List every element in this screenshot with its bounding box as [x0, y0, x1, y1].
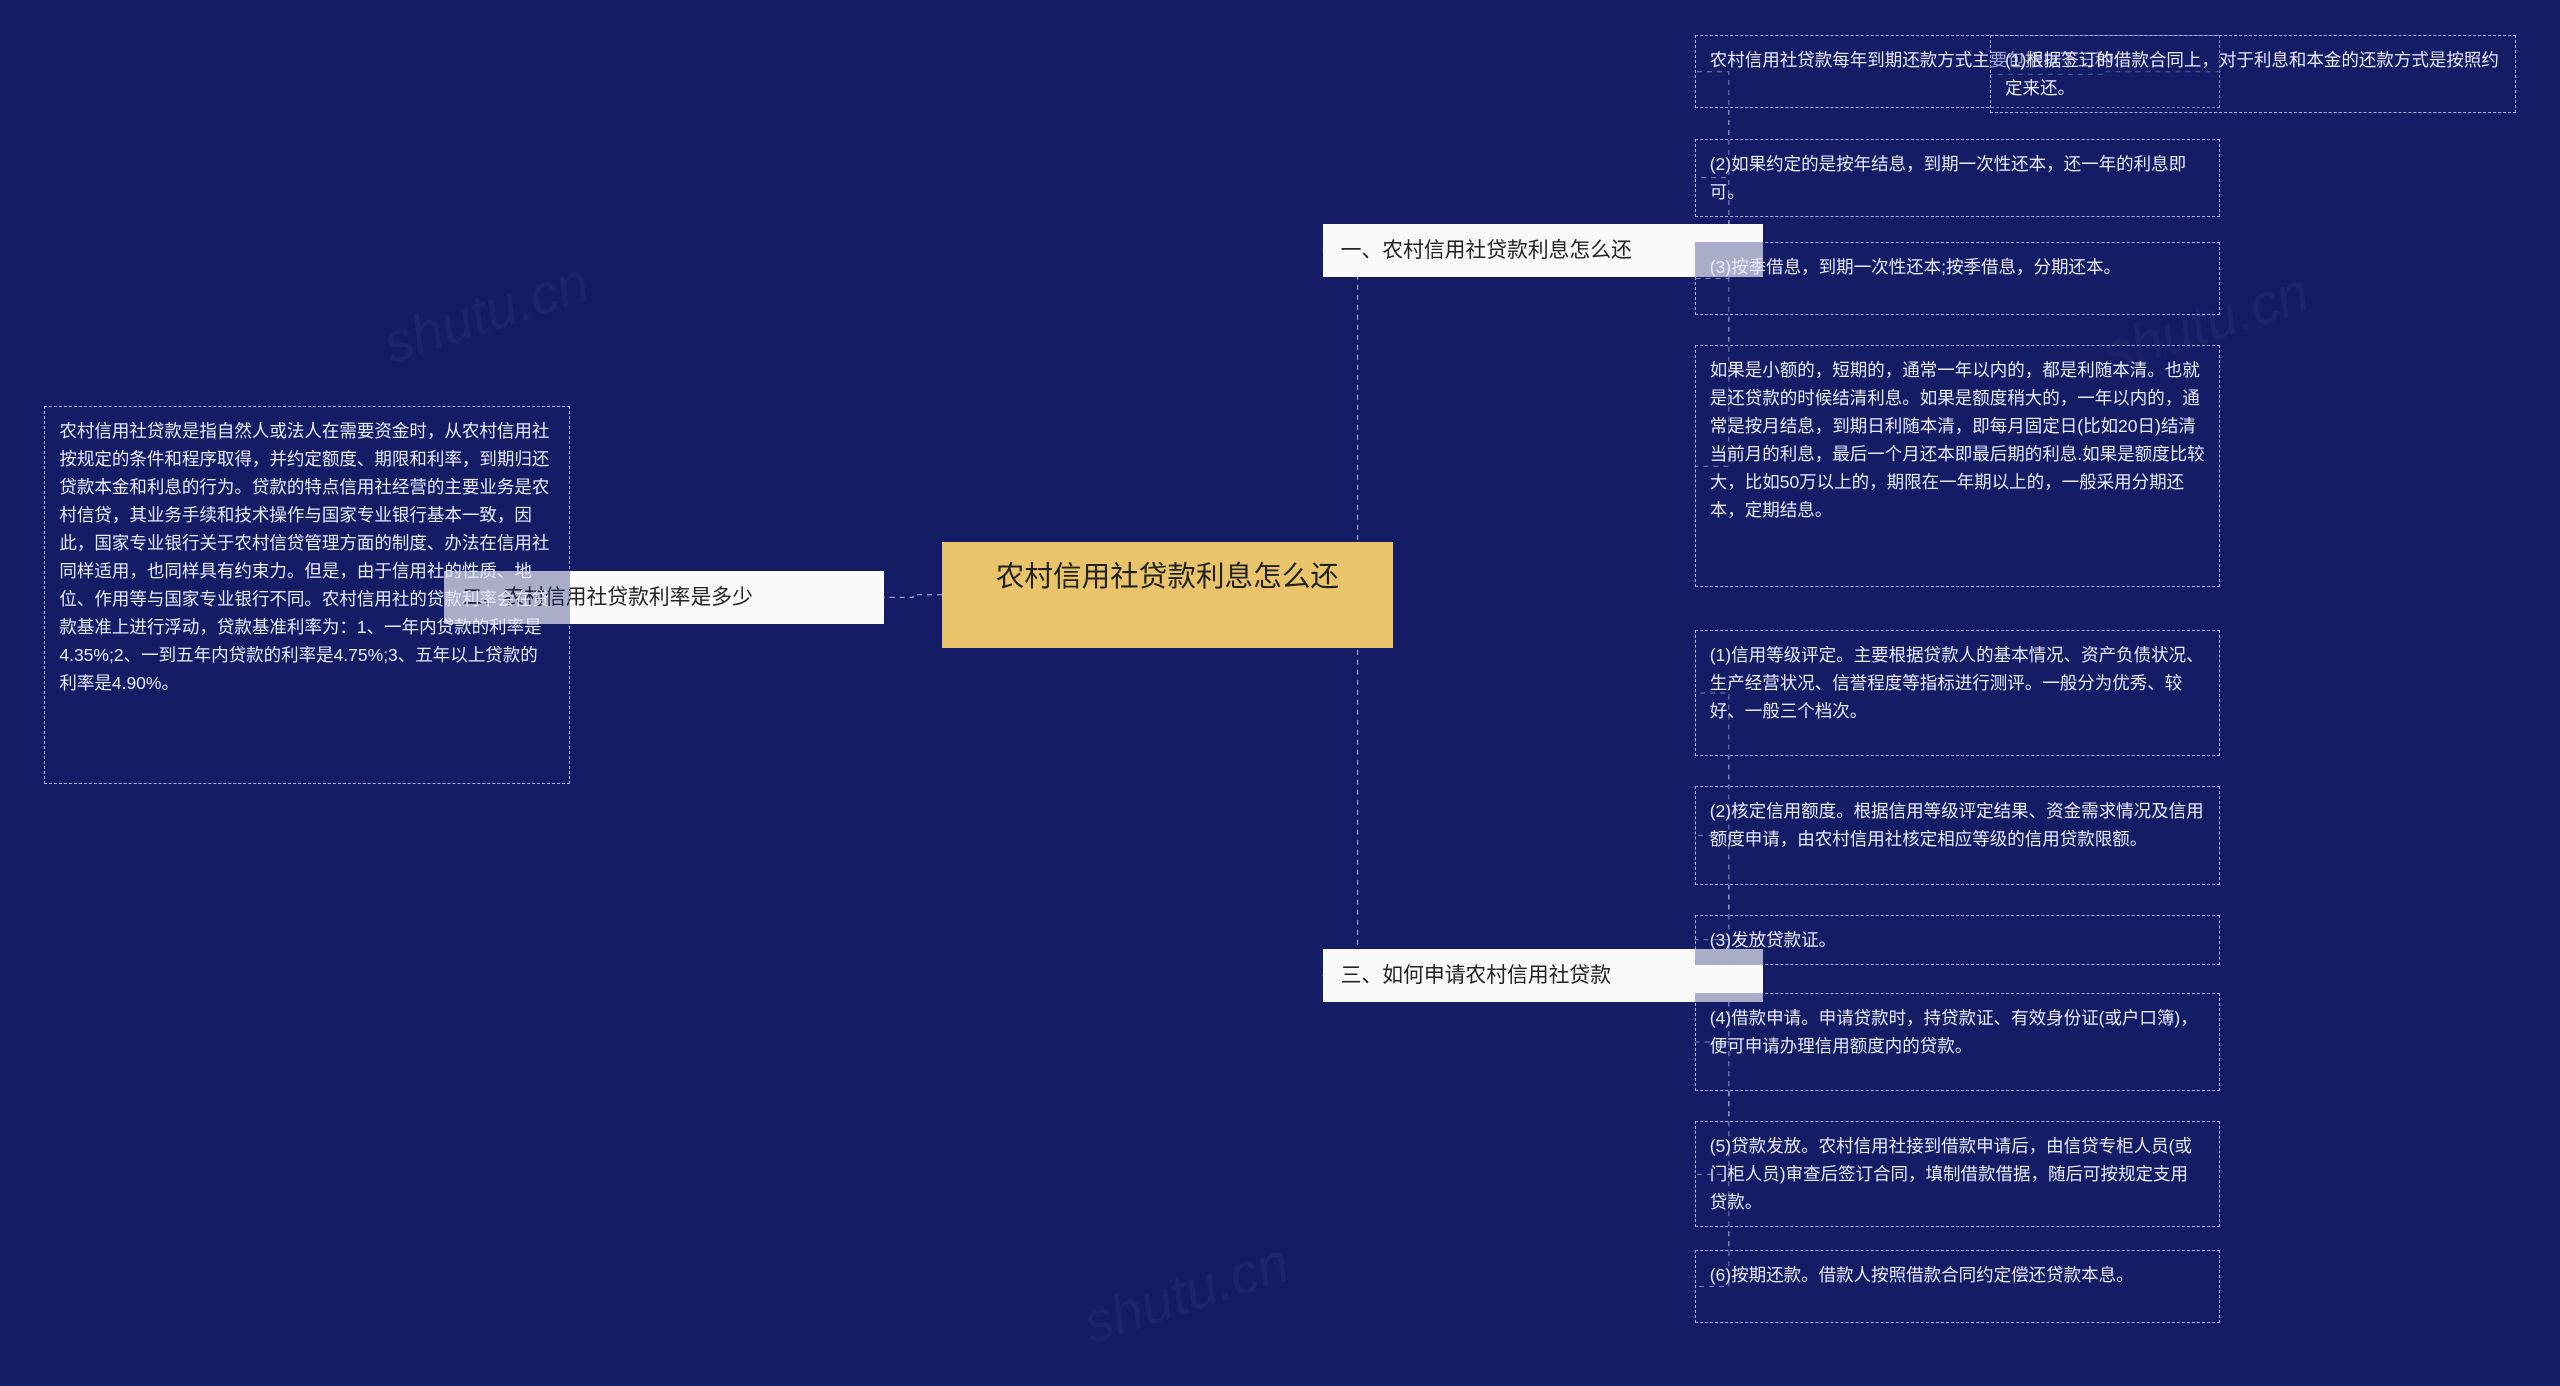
leaf-r2-1: (2)核定信用额度。根据信用等级评定结果、资金需求情况及信用额度申请，由农村信用… [1695, 786, 2221, 884]
leaf-left-0: 农村信用社贷款是指自然人或法人在需要资金时，从农村信用社按规定的条件和程序取得，… [44, 406, 570, 784]
leaf-r2-2: (3)发放贷款证。 [1695, 915, 2221, 965]
leaf-r2-0: (1)信用等级评定。主要根据贷款人的基本情况、资产负债状况、生产经营状况、信誉程… [1695, 630, 2221, 756]
leaf-r2-5: (6)按期还款。借款人按照借款合同约定偿还贷款本息。 [1695, 1250, 2221, 1323]
watermark: shutu.cn [375, 249, 596, 376]
leaf-r1-2: (3)按季借息，到期一次性还本;按季借息，分期还本。 [1695, 242, 2221, 315]
leaf-r1-1: (2)如果约定的是按年结息，到期一次性还本，还一年的利息即可。 [1695, 139, 2221, 217]
leaf-r1-0-0: (1)根据签订的借款合同上，对于利息和本金的还款方式是按照约定来还。 [1990, 35, 2516, 113]
watermark: shutu.cn [1075, 1229, 1296, 1356]
leaf-r1-3: 如果是小额的，短期的，通常一年以内的，都是利随本清。也就是还贷款的时候结清利息。… [1695, 345, 2221, 587]
leaf-r2-4: (5)贷款发放。农村信用社接到借款申请后，由信贷专柜人员(或门柜人员)审查后签订… [1695, 1121, 2221, 1227]
root-node: 农村信用社贷款利息怎么还 [942, 542, 1393, 648]
leaf-r2-3: (4)借款申请。申请贷款时，持贷款证、有效身份证(或户口簿)，便可申请办理信用额… [1695, 993, 2221, 1091]
